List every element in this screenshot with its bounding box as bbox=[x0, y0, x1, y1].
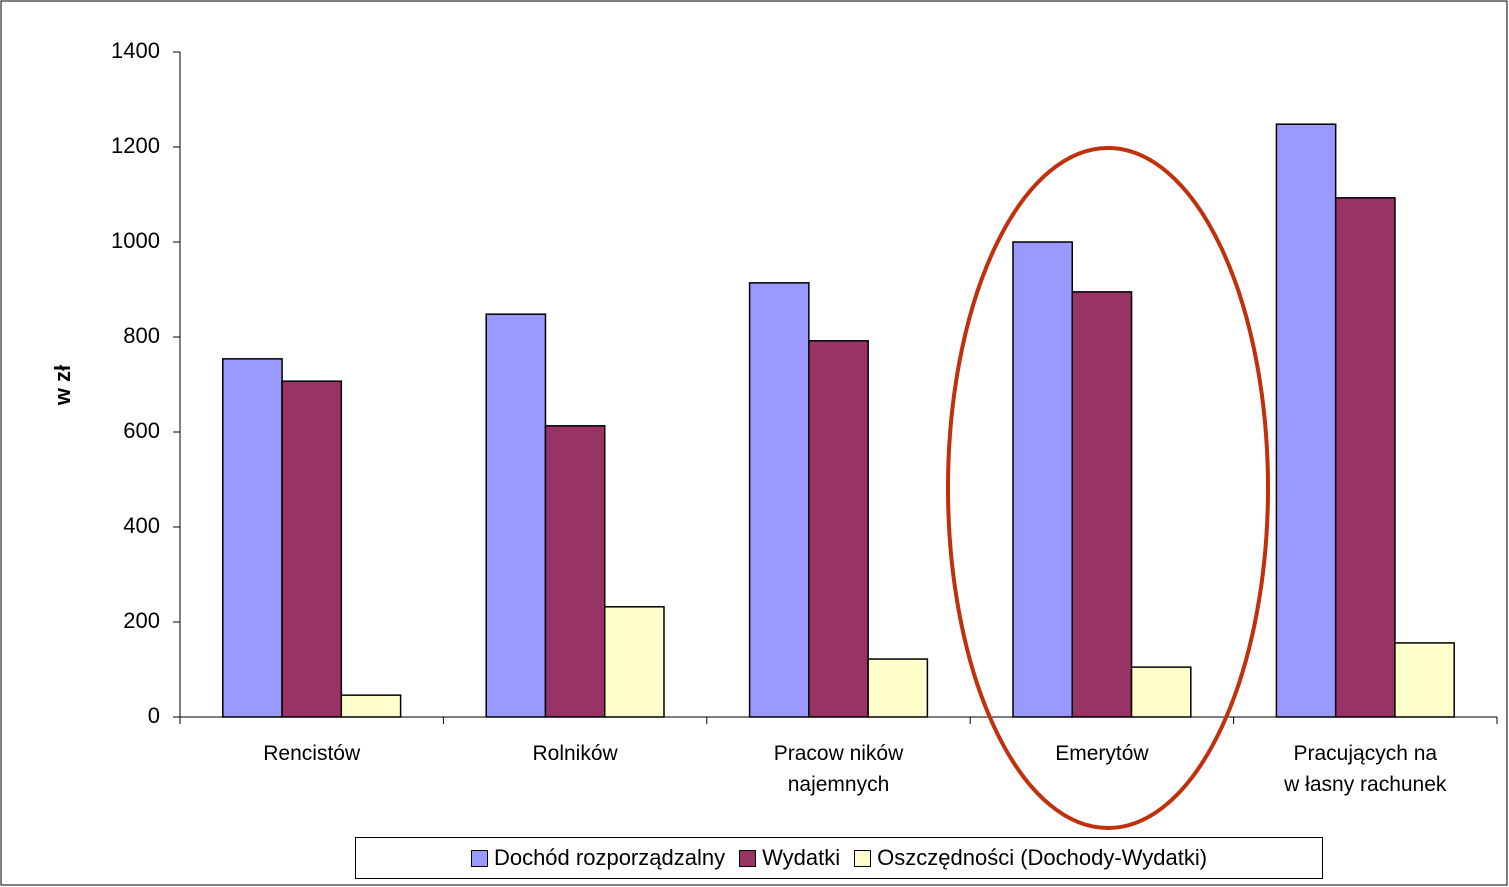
bar bbox=[1012, 241, 1074, 718]
y-tick-label: 1000 bbox=[111, 228, 160, 253]
legend: Dochód rozporządzalny Wydatki Oszczędności… bbox=[355, 837, 1323, 879]
legend-label: Wydatki bbox=[762, 845, 841, 870]
legend-item: Dochód rozporządzalny bbox=[470, 845, 726, 871]
y-tick-label: 600 bbox=[123, 418, 160, 443]
bar bbox=[808, 340, 869, 718]
legend-item: Oszczędności (Dochody-Wydatki) bbox=[854, 845, 1207, 871]
bar bbox=[222, 358, 283, 718]
bar bbox=[603, 606, 665, 718]
legend-item: Wydatki bbox=[739, 845, 840, 871]
bar bbox=[1071, 291, 1133, 718]
bar bbox=[867, 658, 929, 718]
legend-label: Oszczędności (Dochody-Wydatki) bbox=[877, 845, 1208, 870]
x-tick-label: Pracujących na w łasny rachunek bbox=[1284, 742, 1447, 796]
y-tick-label: 800 bbox=[123, 323, 160, 348]
y-tick-label: 200 bbox=[123, 608, 160, 633]
y-tick-label: 0 bbox=[148, 703, 160, 728]
legend-swatch bbox=[470, 849, 488, 867]
x-tick-label: Emerytów bbox=[1055, 742, 1149, 765]
bar bbox=[485, 313, 547, 718]
bar bbox=[1394, 642, 1455, 718]
y-tick-label: 1400 bbox=[111, 38, 160, 63]
legend-swatch bbox=[854, 849, 872, 867]
legend-swatch bbox=[739, 849, 757, 867]
bar bbox=[1130, 666, 1192, 718]
y-tick-label: 400 bbox=[123, 513, 160, 538]
bar bbox=[281, 380, 343, 718]
bar bbox=[340, 694, 402, 718]
legend-label: Dochód rozporządzalny bbox=[493, 845, 726, 870]
y-axis-label: w zł bbox=[50, 365, 75, 406]
y-tick-label: 1200 bbox=[111, 133, 160, 158]
bar bbox=[544, 425, 606, 718]
x-tick-label: Rencistów bbox=[263, 742, 361, 765]
x-tick-label: Pracow ników najemnych bbox=[773, 742, 904, 796]
x-tick-label: Rolników bbox=[532, 742, 618, 765]
bar bbox=[748, 282, 810, 718]
bar bbox=[1334, 197, 1396, 718]
bar bbox=[1275, 123, 1337, 718]
highlight-ellipse bbox=[946, 146, 1270, 830]
